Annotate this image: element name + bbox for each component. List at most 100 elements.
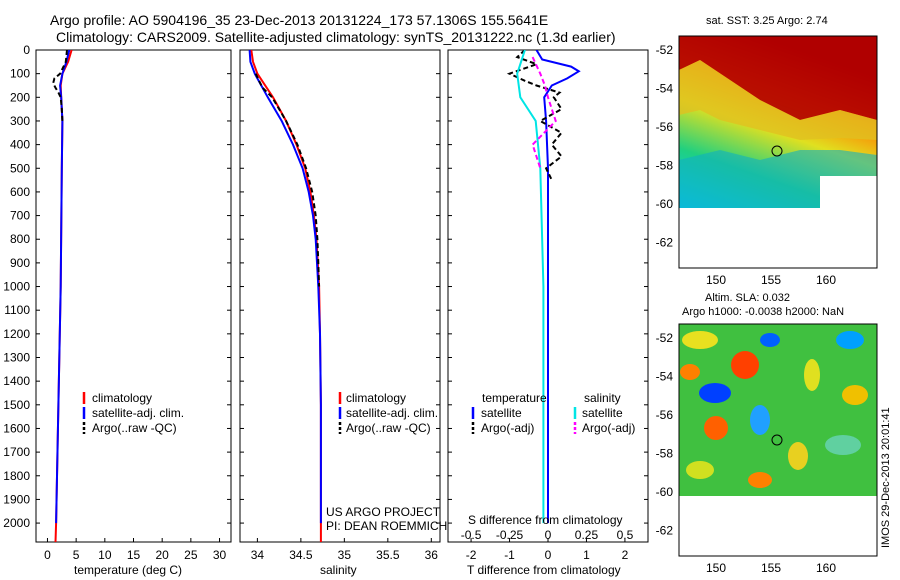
map-lat-tick-label: -60 [656, 197, 674, 211]
x-tick-label: -2 [466, 548, 477, 562]
depth-tick-label: 1300 [3, 351, 30, 365]
depth-axis: 0 100 200 300 400 500 600 700 800 900 1000 1100 1200… [3, 43, 648, 530]
legend-climatology-label: climatology [346, 391, 406, 405]
legend-temperature-title: temperature [482, 391, 547, 405]
legend-temp-satellite-label: satellite [481, 406, 522, 420]
legend-salinity-title: salinity [584, 391, 621, 405]
imos-stamp: IMOS 29-Dec-2013 20:01:41 [880, 407, 892, 548]
map-lat-tick-label: -52 [656, 43, 674, 57]
depth-tick-label: 1800 [3, 469, 30, 483]
sla-map-title-line2: Argo h1000: -0.0038 h2000: NaN [682, 306, 844, 318]
temperature-x-ticks: 0 5 10 15 20 25 30 [44, 538, 227, 562]
depth-tick-label: 1400 [3, 374, 30, 388]
depth-tick-label: 1700 [3, 445, 30, 459]
sst-argo-marker [771, 145, 783, 157]
map-lat-tick-label: -62 [656, 524, 674, 538]
map-lat-tick-label: -52 [656, 331, 674, 345]
salinity-xlabel: salinity [320, 563, 357, 577]
sla-map-title-line1: Altim. SLA: 0.032 [705, 292, 790, 304]
sla-argo-marker [771, 434, 783, 446]
depth-tick-label: 1900 [3, 492, 30, 506]
x-tick-label: 2 [622, 548, 629, 562]
x2-tick-label: -0.25 [496, 528, 524, 542]
x-tick-label: 5 [73, 548, 80, 562]
legend-argo-label: Argo(..raw -QC) [346, 421, 431, 435]
difference-lines [506, 50, 581, 524]
difference-x2label: S difference from climatology [468, 513, 623, 527]
map-lon-tick-label: 150 [706, 561, 726, 575]
x2-tick-label: 0 [545, 528, 552, 542]
series-line-climatology [250, 50, 322, 542]
legend-temp-argo-label: Argo(-adj) [481, 421, 534, 435]
depth-tick-label: 1600 [3, 421, 30, 435]
map-lat-tick-label: -54 [656, 82, 674, 96]
map-lon-tick-label: 150 [706, 273, 726, 287]
project-annotation: US ARGO PROJECT [326, 505, 441, 519]
temperature-axes [35, 49, 232, 543]
salinity-axes [239, 49, 441, 543]
map-lat-tick-label: -58 [656, 447, 674, 461]
map-lon-tick-label: 160 [816, 561, 836, 575]
pi-annotation: PI: DEAN ROEMMICH [326, 519, 447, 533]
temperature-lines [52, 50, 73, 542]
salinity-lines [248, 50, 322, 542]
series-line-argo-raw-qc- [254, 73, 321, 287]
x-tick-label: 20 [155, 548, 169, 562]
map-lat-tick-label: -56 [656, 120, 674, 134]
x-tick-label: 15 [127, 548, 141, 562]
depth-tick-label: 500 [10, 161, 30, 175]
difference-xlabel: T difference from climatology [467, 563, 621, 577]
depth-tick-label: 900 [10, 256, 30, 270]
map-lon-tick-label: 160 [816, 273, 836, 287]
depth-tick-label: 1000 [3, 280, 30, 294]
x-tick-label: 0 [545, 548, 552, 562]
legend-sal-satellite-label: satellite [582, 406, 623, 420]
series-line-temperature-satellite [535, 50, 581, 524]
sst-map-ticks: 150 155 160 -52 -54 -56 -58 -60 -62 [656, 43, 837, 287]
difference-legend: temperature satellite Argo(-adj) salinit… [471, 391, 635, 435]
x-tick-label: -1 [504, 548, 515, 562]
series-line-salinity-argo-adj- [531, 56, 557, 169]
depth-tick-label: 800 [10, 232, 30, 246]
map-lat-tick-label: -58 [656, 159, 674, 173]
map-lat-tick-label: -56 [656, 408, 674, 422]
series-line-satellite-adj-clim- [55, 50, 71, 524]
map-lon-tick-label: 155 [761, 561, 781, 575]
legend-satellite-label: satellite-adj. clim. [92, 406, 184, 420]
salinity-legend: climatology satellite-adj. clim. Argo(..… [338, 391, 438, 435]
x-tick-label: 34.5 [289, 548, 313, 562]
x-tick-label: 36 [425, 548, 439, 562]
legend-climatology-label: climatology [92, 391, 152, 405]
depth-tick-label: 1500 [3, 398, 30, 412]
depth-tick-label: 300 [10, 114, 30, 128]
x2-tick-label: 0.25 [575, 528, 599, 542]
depth-tick-label: 0 [23, 43, 30, 57]
map-lat-tick-label: -60 [656, 485, 674, 499]
difference-x-ticks: -2 -1 0 1 2 -0.5 -0.25 0 0.25 0.5 [461, 528, 634, 562]
x-tick-label: 35.5 [376, 548, 400, 562]
sla-map [678, 323, 878, 557]
temperature-xlabel: temperature (deg C) [74, 563, 182, 577]
map-lat-tick-label: -62 [656, 236, 674, 250]
x-tick-label: 35 [338, 548, 352, 562]
x-tick-label: 34 [251, 548, 265, 562]
x-tick-label: 10 [98, 548, 112, 562]
depth-tick-label: 2000 [3, 516, 30, 530]
depth-tick-label: 400 [10, 138, 30, 152]
x-tick-label: 0 [44, 548, 51, 562]
x2-tick-label: -0.5 [461, 528, 482, 542]
legend-satellite-label: satellite-adj. clim. [346, 406, 438, 420]
depth-tick-label: 700 [10, 209, 30, 223]
sst-map-title: sat. SST: 3.25 Argo: 2.74 [706, 15, 828, 27]
depth-tick-label: 600 [10, 185, 30, 199]
x-tick-label: 30 [213, 548, 227, 562]
map-lat-tick-label: -54 [656, 370, 674, 384]
depth-tick-label: 1100 [4, 303, 30, 317]
series-line-argo-raw-qc- [52, 50, 68, 122]
depth-tick-label: 100 [10, 67, 30, 81]
plot-title-line1: Argo profile: AO 5904196_35 23-Dec-2013 … [50, 12, 549, 28]
x-tick-label: 25 [184, 548, 198, 562]
x2-tick-label: 0.5 [617, 528, 634, 542]
temperature-legend: climatology satellite-adj. clim. Argo(..… [82, 391, 184, 435]
